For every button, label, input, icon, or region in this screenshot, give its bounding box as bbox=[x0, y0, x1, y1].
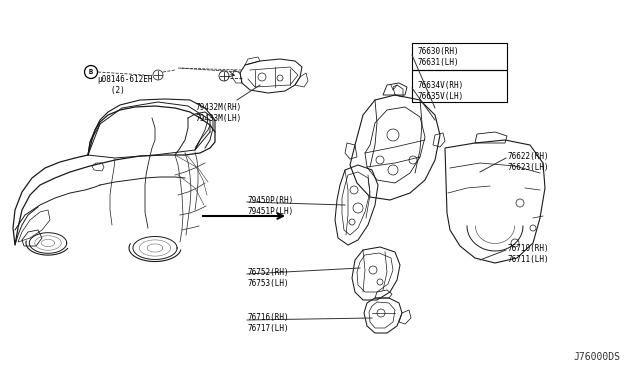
Bar bbox=[412, 43, 507, 70]
Text: 76634V(RH)
76635V(LH): 76634V(RH) 76635V(LH) bbox=[418, 81, 464, 101]
Text: µ08146-612EH
   (2): µ08146-612EH (2) bbox=[97, 75, 152, 95]
Text: 76622(RH)
76623(LH): 76622(RH) 76623(LH) bbox=[507, 152, 548, 172]
Text: 76710(RH)
76711(LH): 76710(RH) 76711(LH) bbox=[507, 244, 548, 264]
Text: 76716(RH)
76717(LH): 76716(RH) 76717(LH) bbox=[248, 313, 290, 333]
Text: 76752(RH)
76753(LH): 76752(RH) 76753(LH) bbox=[248, 268, 290, 288]
Text: 79432M(RH)
79433M(LH): 79432M(RH) 79433M(LH) bbox=[195, 103, 241, 123]
Text: B: B bbox=[89, 69, 93, 75]
Bar bbox=[412, 70, 507, 102]
Text: 79450P(RH)
79451P(LH): 79450P(RH) 79451P(LH) bbox=[248, 196, 294, 216]
Text: 76630(RH)
76631(LH): 76630(RH) 76631(LH) bbox=[418, 47, 460, 67]
Text: J76000DS: J76000DS bbox=[573, 352, 620, 362]
